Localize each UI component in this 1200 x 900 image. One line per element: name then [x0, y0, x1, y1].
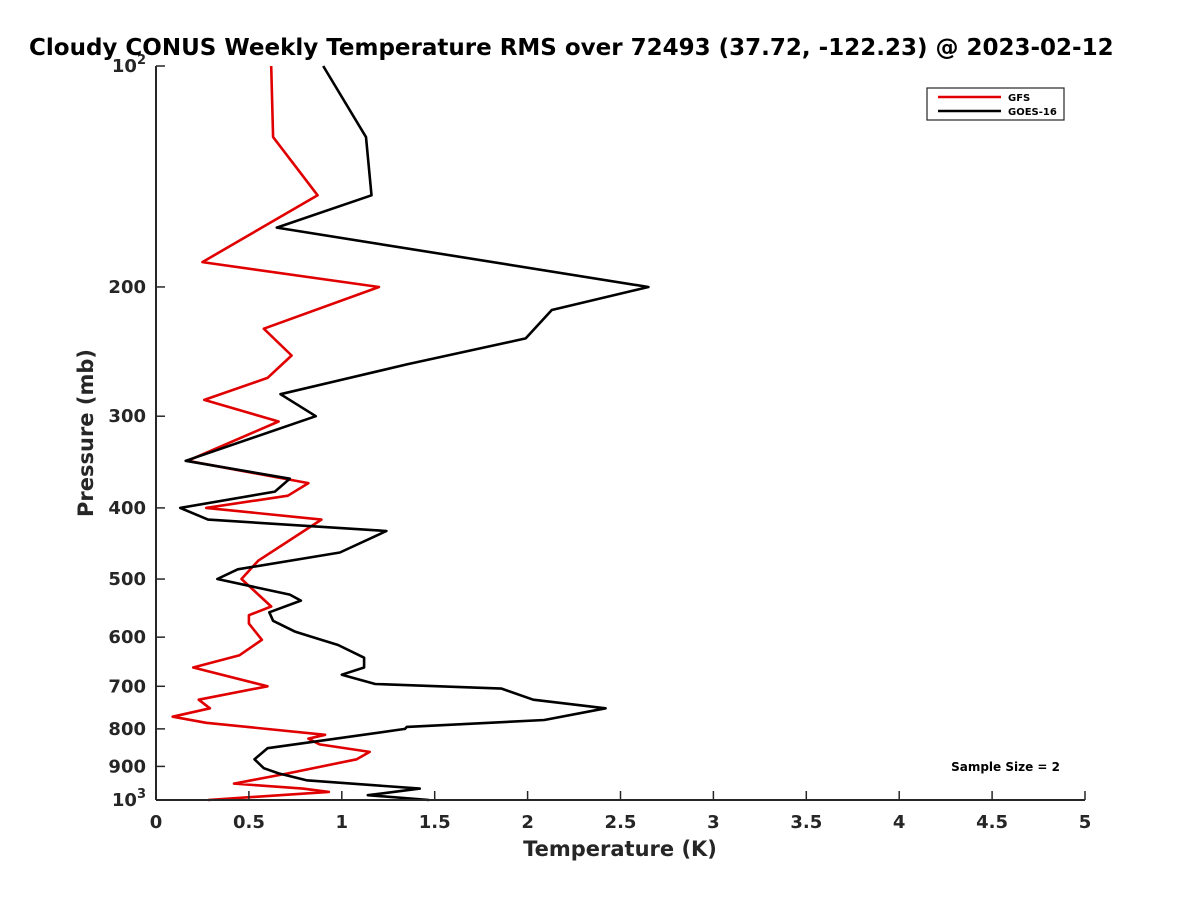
x-axis-label: Temperature (K) — [523, 837, 717, 861]
series-line-gfs — [171, 65, 381, 802]
sample-size-annotation: Sample Size = 2 — [951, 760, 1060, 774]
legend: GFS GOES-16 — [926, 87, 1065, 121]
x-tick-label: 3 — [707, 812, 720, 833]
y-tick-label: 700 — [108, 676, 146, 697]
x-tick-label: 3.5 — [790, 812, 822, 833]
x-tick-label: 0.5 — [233, 812, 265, 833]
axes — [155, 66, 1085, 801]
y-tick-label: 900 — [108, 756, 146, 777]
x-tick-label: 5 — [1079, 812, 1092, 833]
y-tick-label: 800 — [108, 719, 146, 740]
legend-label-gfs: GFS — [1008, 93, 1030, 104]
chart-title: Cloudy CONUS Weekly Temperature RMS over… — [29, 35, 1114, 61]
x-tick-label: 0 — [150, 812, 163, 833]
x-tick-label: 2 — [521, 812, 534, 833]
legend-label-goes16: GOES-16 — [1008, 107, 1057, 118]
y-tick-label: 600 — [108, 627, 146, 648]
x-tick-label: 2.5 — [605, 812, 637, 833]
y-tick-label: 500 — [108, 569, 146, 590]
x-tick-label: 4.5 — [976, 812, 1008, 833]
y-tick-label: 200 — [108, 277, 146, 298]
x-tick-label: 4 — [893, 812, 906, 833]
legend-box — [926, 87, 1065, 121]
y-tick-label: 400 — [108, 498, 146, 519]
y-tick-label: 300 — [108, 406, 146, 427]
series-layer — [171, 65, 650, 802]
y-tick-label: 103 — [112, 787, 146, 811]
series-line-goes16 — [178, 65, 650, 802]
x-tick-label: 1.5 — [419, 812, 451, 833]
y-axis-label: Pressure (mb) — [74, 349, 98, 517]
x-tick-label: 1 — [336, 812, 349, 833]
x-ticks: 0 0.5 1 1.5 2 2.5 3 3.5 4 4.5 5 — [150, 791, 1092, 833]
